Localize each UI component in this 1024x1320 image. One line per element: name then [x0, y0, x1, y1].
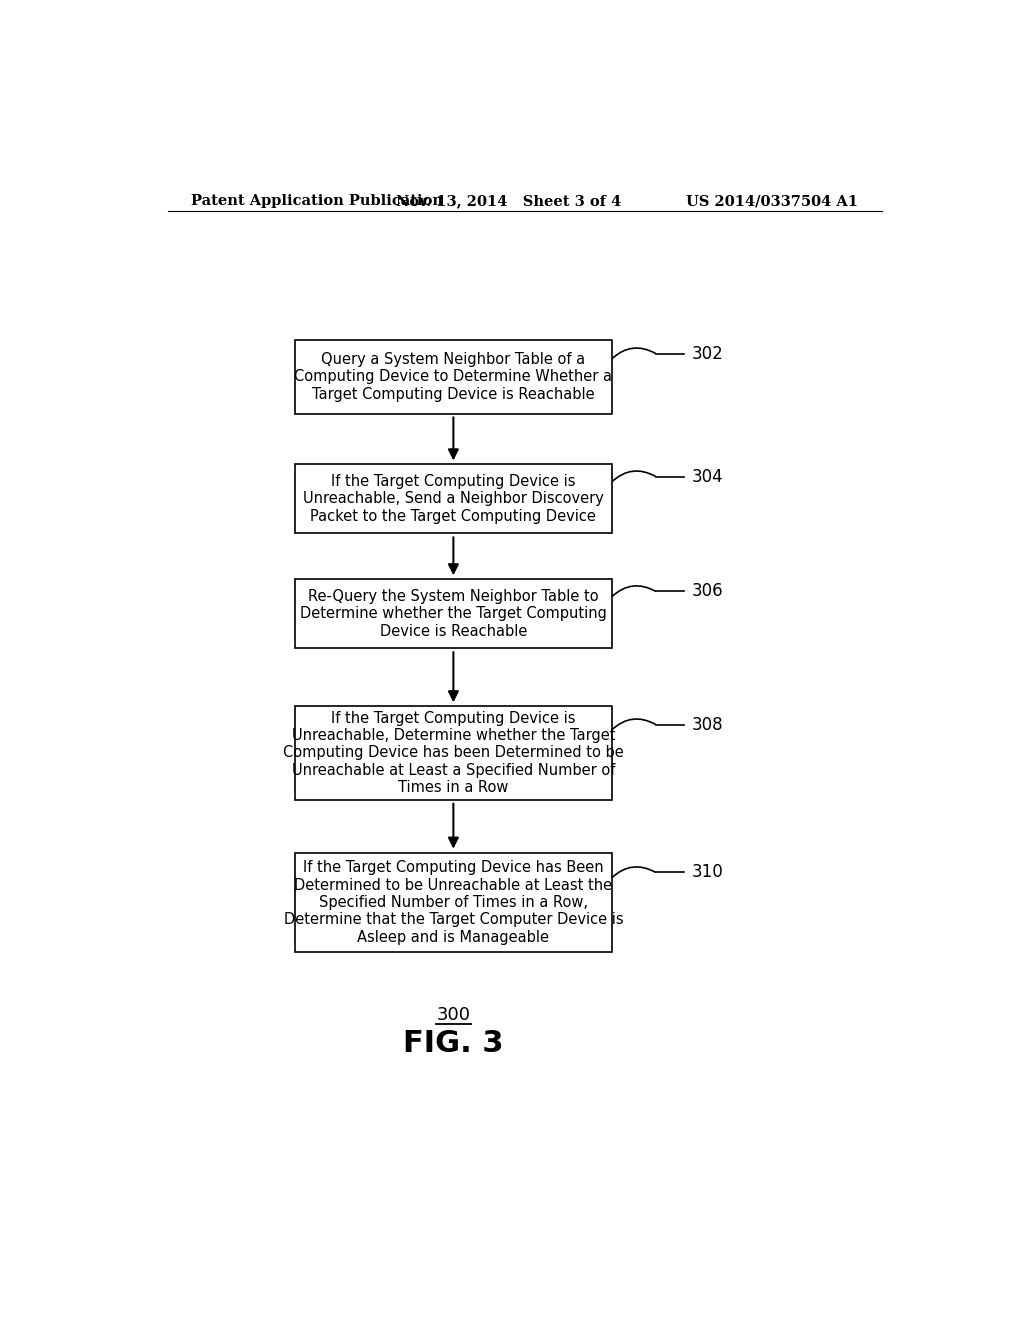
Text: If the Target Computing Device is
Unreachable, Determine whether the Target
Comp: If the Target Computing Device is Unreac… [283, 710, 624, 795]
Bar [295, 579, 612, 648]
Text: 306: 306 [691, 582, 723, 601]
Bar [295, 341, 612, 413]
Bar [295, 706, 612, 800]
Text: Patent Application Publication: Patent Application Publication [191, 194, 443, 209]
Text: 304: 304 [691, 467, 723, 486]
Text: 300: 300 [436, 1006, 470, 1024]
Text: Nov. 13, 2014   Sheet 3 of 4: Nov. 13, 2014 Sheet 3 of 4 [396, 194, 622, 209]
Bar [295, 853, 612, 952]
Bar [295, 465, 612, 533]
Text: 302: 302 [691, 345, 723, 363]
Text: US 2014/0337504 A1: US 2014/0337504 A1 [686, 194, 858, 209]
Text: If the Target Computing Device has Been
Determined to be Unreachable at Least th: If the Target Computing Device has Been … [284, 861, 624, 945]
Text: 308: 308 [691, 715, 723, 734]
Text: Query a System Neighbor Table of a
Computing Device to Determine Whether a
Targe: Query a System Neighbor Table of a Compu… [294, 352, 612, 401]
Text: 310: 310 [691, 863, 723, 882]
Text: FIG. 3: FIG. 3 [403, 1030, 504, 1059]
Text: Re-Query the System Neighbor Table to
Determine whether the Target Computing
Dev: Re-Query the System Neighbor Table to De… [300, 589, 607, 639]
Text: If the Target Computing Device is
Unreachable, Send a Neighbor Discovery
Packet : If the Target Computing Device is Unreac… [303, 474, 604, 524]
